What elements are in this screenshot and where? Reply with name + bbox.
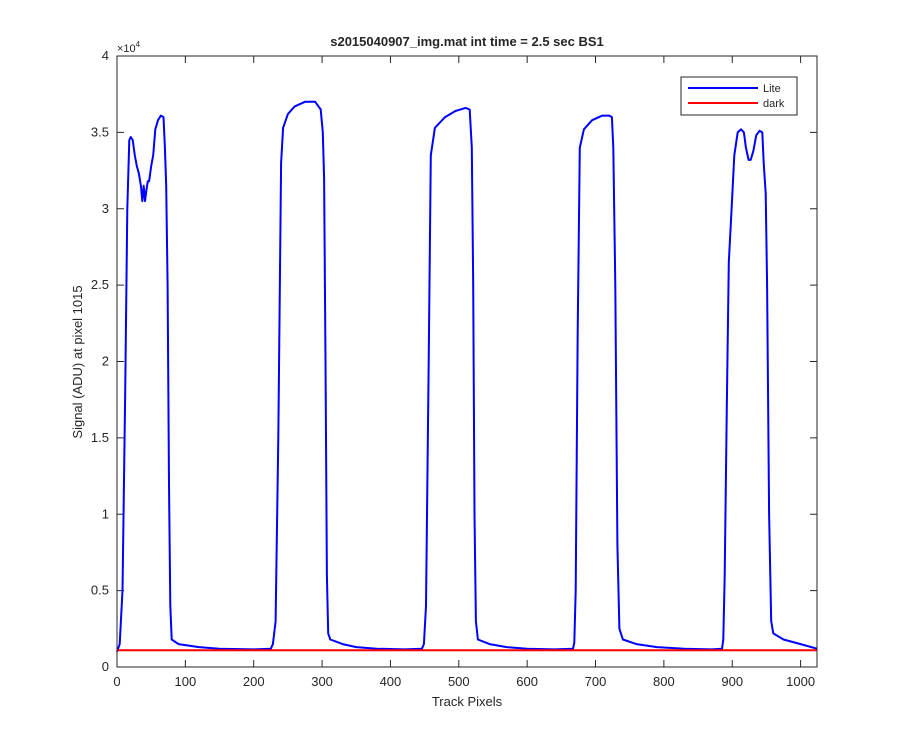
y-tick-label: 3 — [102, 201, 109, 216]
legend-box — [680, 76, 798, 116]
x-axis-label: Track Pixels — [432, 694, 503, 709]
x-tick-label: 800 — [653, 674, 675, 689]
series-layer — [116, 100, 818, 653]
x-tick-labels: 0 100 200 300 400 500 600 700 800 900 1000 — [113, 674, 815, 689]
y-tick-label: 2 — [102, 354, 109, 369]
x-tick-label: 400 — [380, 674, 402, 689]
axes-box — [116, 55, 818, 668]
x-tick-label: 0 — [113, 674, 120, 689]
legend: Lite dark — [680, 76, 798, 116]
x-tick-label: 900 — [721, 674, 743, 689]
y-tick-label: 0.5 — [91, 583, 109, 598]
y-tick-label: 2.5 — [91, 277, 109, 292]
y-tick-labels: 0 0.5 1 1.5 2 2.5 3 3.5 4 — [91, 48, 109, 674]
series-line-lite — [116, 100, 818, 653]
y-tick-label: 0 — [102, 659, 109, 674]
x-tick-label: 700 — [585, 674, 607, 689]
y-axis-label: Signal (ADU) at pixel 1015 — [70, 285, 85, 438]
y-tick-label: 4 — [102, 48, 109, 63]
y-tick-label: 1 — [102, 506, 109, 521]
legend-label-dark: dark — [763, 98, 785, 110]
x-tick-label: 200 — [243, 674, 265, 689]
y-tick-label: 3.5 — [91, 124, 109, 139]
y-tick-label: 1.5 — [91, 430, 109, 445]
x-tick-label: 1000 — [786, 674, 815, 689]
chart-title: s2015040907_img.mat int time = 2.5 sec B… — [330, 34, 604, 49]
legend-label-lite: Lite — [763, 83, 781, 95]
x-tick-label: 600 — [516, 674, 538, 689]
y-axis-exponent: ×104 — [117, 40, 141, 55]
x-tick-label: 300 — [311, 674, 333, 689]
x-tick-label: 100 — [175, 674, 197, 689]
x-tick-label: 500 — [448, 674, 470, 689]
